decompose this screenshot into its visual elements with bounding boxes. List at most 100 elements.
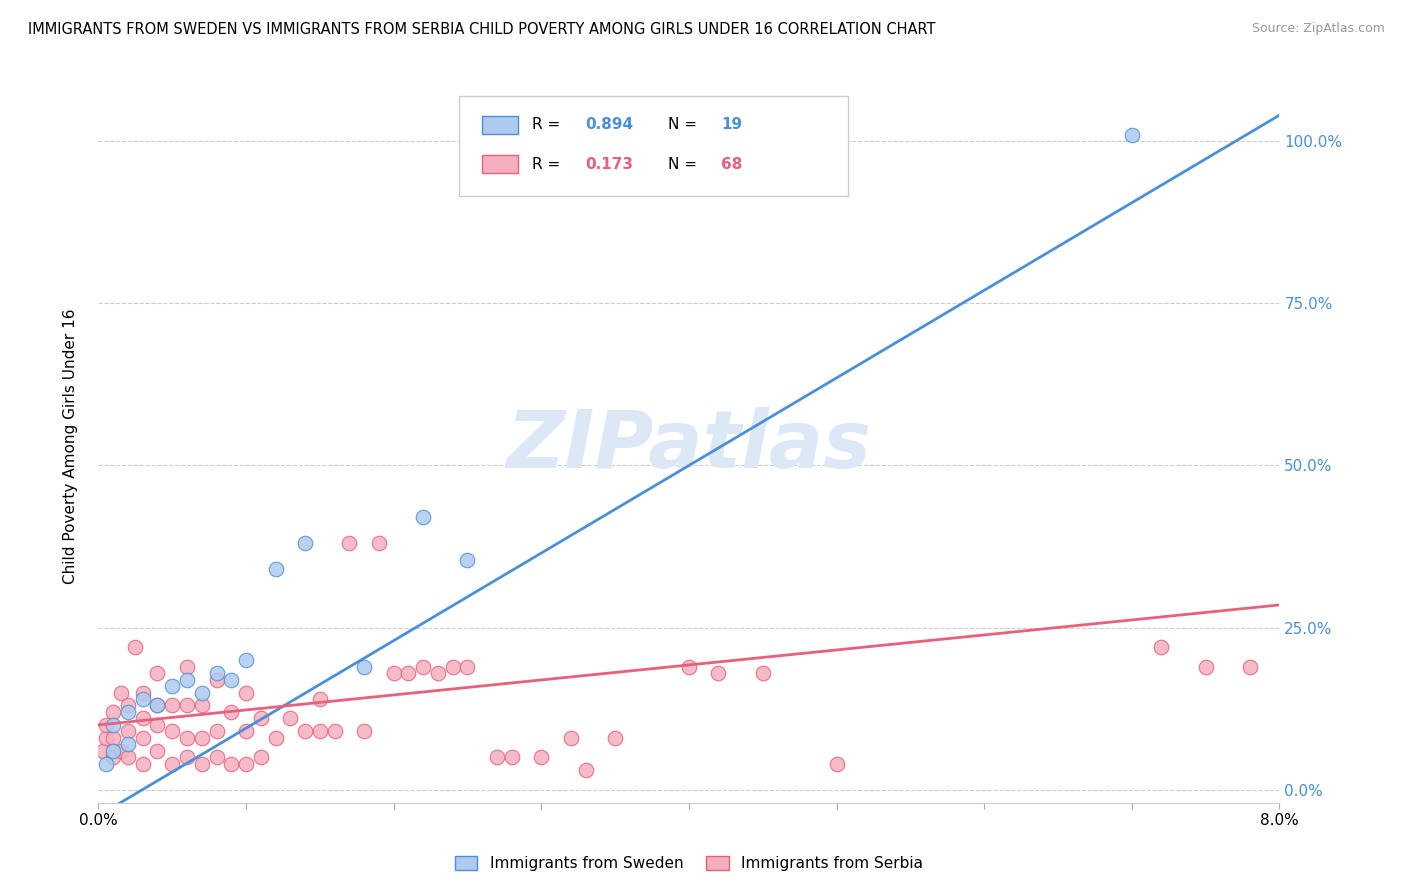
- Point: [110, 744, 132, 758]
- Point: [530, 750, 553, 764]
- Text: R =: R =: [531, 118, 565, 132]
- Point: [103, 718, 125, 732]
- Point: [219, 673, 242, 687]
- Text: N =: N =: [668, 157, 702, 171]
- Point: [176, 731, 198, 745]
- Point: [560, 731, 582, 745]
- Point: [825, 756, 848, 771]
- Point: [146, 698, 169, 713]
- Point: [367, 536, 389, 550]
- Point: [426, 666, 449, 681]
- Point: [412, 510, 434, 524]
- FancyBboxPatch shape: [458, 96, 848, 196]
- Point: [132, 731, 155, 745]
- Point: [91, 744, 114, 758]
- Point: [264, 731, 287, 745]
- Point: [162, 679, 183, 693]
- Point: [117, 724, 139, 739]
- Point: [103, 750, 125, 764]
- Point: [176, 673, 198, 687]
- Point: [219, 705, 242, 719]
- Point: [103, 731, 125, 745]
- Point: [205, 750, 228, 764]
- Bar: [482, 116, 517, 134]
- Point: [191, 756, 214, 771]
- Point: [353, 724, 375, 739]
- Legend: Immigrants from Sweden, Immigrants from Serbia: Immigrants from Sweden, Immigrants from …: [449, 849, 929, 877]
- Point: [176, 659, 198, 673]
- Point: [219, 756, 242, 771]
- Point: [278, 711, 302, 725]
- Point: [1150, 640, 1173, 654]
- Text: ZIPatlas: ZIPatlas: [506, 407, 872, 485]
- Point: [191, 731, 214, 745]
- Point: [146, 744, 169, 758]
- Point: [264, 562, 287, 576]
- Point: [294, 724, 316, 739]
- Text: IMMIGRANTS FROM SWEDEN VS IMMIGRANTS FROM SERBIA CHILD POVERTY AMONG GIRLS UNDER: IMMIGRANTS FROM SWEDEN VS IMMIGRANTS FRO…: [28, 22, 935, 37]
- Point: [456, 659, 478, 673]
- Point: [162, 724, 183, 739]
- Point: [308, 724, 332, 739]
- Point: [191, 698, 214, 713]
- Point: [117, 705, 139, 719]
- Point: [412, 659, 434, 673]
- Point: [94, 718, 117, 732]
- Point: [117, 698, 139, 713]
- Point: [353, 659, 375, 673]
- Point: [235, 724, 257, 739]
- Text: 0.894: 0.894: [585, 118, 633, 132]
- Point: [162, 756, 183, 771]
- Point: [501, 750, 523, 764]
- Point: [146, 718, 169, 732]
- Point: [146, 698, 169, 713]
- Point: [456, 552, 478, 566]
- Text: Source: ZipAtlas.com: Source: ZipAtlas.com: [1251, 22, 1385, 36]
- Text: 19: 19: [721, 118, 742, 132]
- Point: [605, 731, 627, 745]
- Point: [707, 666, 730, 681]
- Y-axis label: Child Poverty Among Girls Under 16: Child Poverty Among Girls Under 16: [63, 309, 77, 583]
- Point: [337, 536, 360, 550]
- Point: [205, 666, 228, 681]
- Point: [162, 698, 183, 713]
- Point: [235, 653, 257, 667]
- Point: [176, 750, 198, 764]
- Point: [205, 724, 228, 739]
- Point: [678, 659, 700, 673]
- Point: [124, 640, 146, 654]
- Text: R =: R =: [531, 157, 565, 171]
- Point: [94, 756, 117, 771]
- Point: [323, 724, 346, 739]
- Point: [294, 536, 316, 550]
- Point: [485, 750, 508, 764]
- Point: [132, 692, 155, 706]
- Point: [574, 764, 596, 778]
- Point: [117, 750, 139, 764]
- Point: [132, 711, 155, 725]
- Point: [751, 666, 773, 681]
- Point: [396, 666, 419, 681]
- Point: [132, 685, 155, 699]
- Point: [1194, 659, 1216, 673]
- Point: [176, 698, 198, 713]
- Point: [146, 666, 169, 681]
- Point: [235, 756, 257, 771]
- Point: [110, 685, 132, 699]
- Point: [205, 673, 228, 687]
- Point: [1121, 128, 1143, 142]
- Bar: [482, 155, 517, 173]
- Point: [308, 692, 332, 706]
- Point: [94, 731, 117, 745]
- Point: [1239, 659, 1261, 673]
- Point: [235, 685, 257, 699]
- Point: [250, 711, 273, 725]
- Point: [117, 738, 139, 752]
- Text: N =: N =: [668, 118, 702, 132]
- Text: 0.173: 0.173: [585, 157, 633, 171]
- Text: 68: 68: [721, 157, 742, 171]
- Point: [441, 659, 464, 673]
- Point: [191, 685, 214, 699]
- Point: [103, 705, 125, 719]
- Point: [382, 666, 405, 681]
